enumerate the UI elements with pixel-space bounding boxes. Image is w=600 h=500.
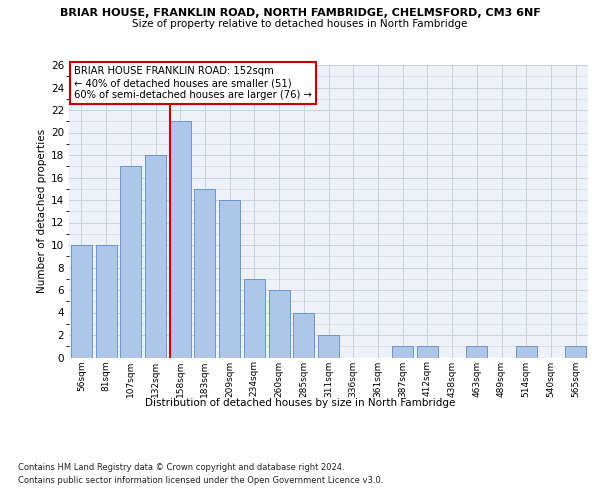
Bar (194, 188, 215, 358)
Bar (170, 121, 191, 358)
Bar (120, 166, 141, 358)
Bar (71, 245, 92, 358)
Text: BRIAR HOUSE, FRANKLIN ROAD, NORTH FAMBRIDGE, CHELMSFORD, CM3 6NF: BRIAR HOUSE, FRANKLIN ROAD, NORTH FAMBRI… (59, 8, 541, 18)
Bar (145, 155, 166, 358)
Bar (466, 346, 487, 358)
Bar (244, 279, 265, 357)
Y-axis label: Number of detached properties: Number of detached properties (37, 129, 47, 294)
Text: Contains HM Land Registry data © Crown copyright and database right 2024.: Contains HM Land Registry data © Crown c… (18, 462, 344, 471)
Text: Distribution of detached houses by size in North Fambridge: Distribution of detached houses by size … (145, 398, 455, 407)
Bar (516, 346, 537, 358)
Bar (392, 346, 413, 358)
Bar (219, 200, 240, 358)
Bar (269, 290, 290, 358)
Bar (95, 245, 116, 358)
Bar (293, 312, 314, 358)
Text: Contains public sector information licensed under the Open Government Licence v3: Contains public sector information licen… (18, 476, 383, 485)
Bar (318, 335, 339, 357)
Text: Size of property relative to detached houses in North Fambridge: Size of property relative to detached ho… (133, 19, 467, 29)
Text: BRIAR HOUSE FRANKLIN ROAD: 152sqm
← 40% of detached houses are smaller (51)
60% : BRIAR HOUSE FRANKLIN ROAD: 152sqm ← 40% … (74, 66, 312, 100)
Bar (565, 346, 586, 358)
Bar (417, 346, 438, 358)
